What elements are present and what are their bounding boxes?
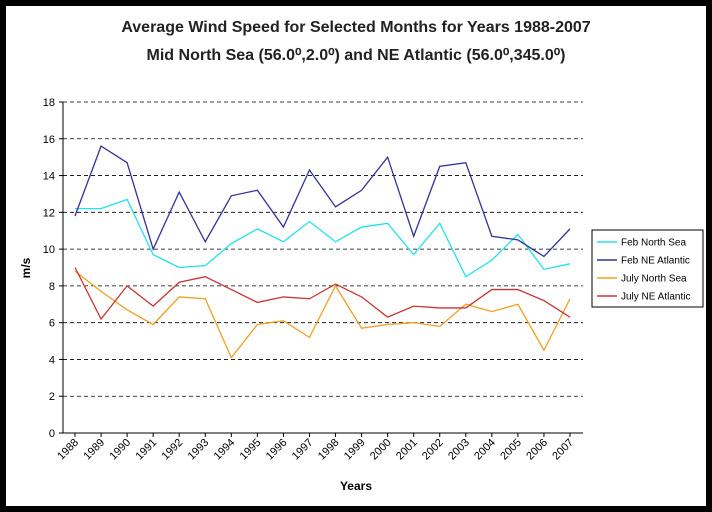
x-tick-label: 1997 [290, 437, 316, 463]
x-tick-label: 2002 [420, 437, 446, 463]
x-tick-label: 1989 [81, 437, 107, 463]
y-tick-label: 0 [49, 428, 55, 440]
y-tick-label: 6 [49, 318, 55, 330]
legend-label: July North Sea [621, 274, 687, 285]
legend-label: Feb North Sea [621, 238, 686, 249]
x-tick-label: 1991 [133, 437, 159, 463]
chart-title: Average Wind Speed for Selected Months f… [121, 19, 590, 36]
x-tick-label: 2000 [368, 437, 394, 463]
x-tick-label: 1988 [55, 437, 81, 463]
x-tick-label: 1999 [342, 437, 368, 463]
legend-label: July NE Atlantic [621, 292, 690, 303]
y-tick-label: 10 [43, 244, 55, 256]
x-tick-label: 2004 [472, 437, 498, 463]
x-tick-label: 2003 [446, 437, 472, 463]
x-tick-label: 2005 [498, 437, 524, 463]
x-tick-label: 1996 [264, 437, 290, 463]
y-tick-label: 8 [49, 281, 55, 293]
x-axis-label: Years [340, 479, 372, 493]
x-tick-label: 1994 [212, 437, 238, 463]
series-line [74, 270, 571, 359]
y-tick-label: 16 [43, 134, 55, 146]
chart-subtitle: Mid North Sea (56.0⁰,2.0⁰) and NE Atlant… [147, 47, 566, 64]
x-tick-label: 2001 [394, 437, 420, 463]
x-tick-label: 2007 [550, 437, 576, 463]
chart: Average Wind Speed for Selected Months f… [19, 19, 704, 493]
x-tick-label: 2006 [524, 437, 550, 463]
legend-box [591, 229, 704, 308]
y-tick-label: 12 [43, 207, 55, 219]
y-axis-label: m/s [19, 257, 33, 278]
x-tick-label: 1993 [186, 437, 212, 463]
y-tick-label: 18 [43, 97, 55, 109]
series-line [74, 267, 571, 321]
y-tick-label: 14 [43, 171, 55, 183]
series-line [75, 198, 571, 278]
x-tick-label: 1990 [107, 437, 133, 463]
series-line [74, 145, 571, 258]
x-tick-label: 1998 [316, 437, 342, 463]
x-tick-label: 1995 [238, 437, 264, 463]
legend-label: Feb NE Atlantic [621, 256, 690, 267]
y-tick-label: 2 [49, 391, 55, 403]
frame: Average Wind Speed for Selected Months f… [6, 6, 706, 506]
y-tick-label: 4 [49, 354, 55, 366]
x-tick-label: 1992 [160, 437, 186, 463]
